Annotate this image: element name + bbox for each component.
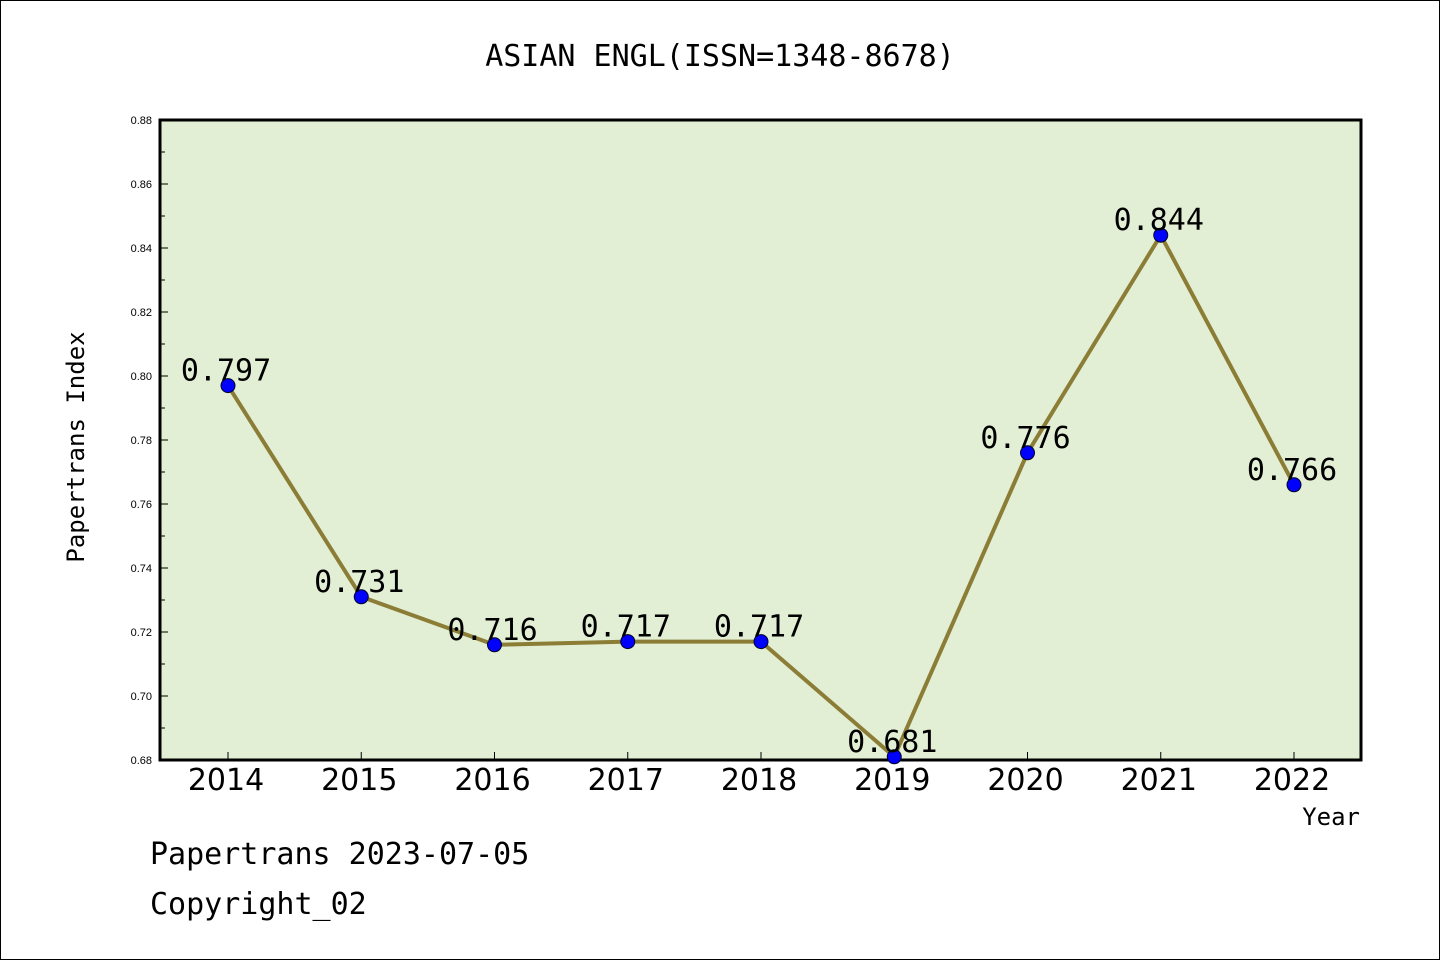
data-label: 0.717: [714, 610, 804, 645]
x-tick-label: 2015: [321, 763, 397, 798]
data-point: [886, 749, 902, 765]
y-axis: 0.68 0.70 0.72 0.74 0.76 0.78 0.80 0.82 0.84 0.86…: [131, 115, 168, 767]
data-label: 0.731: [314, 565, 404, 600]
x-tick-label: 2018: [721, 763, 797, 798]
data-point: [753, 634, 769, 650]
data-label: 0.681: [847, 725, 937, 760]
y-axis-label: Papertrans Index: [62, 331, 90, 562]
data-label: 0.776: [980, 421, 1070, 456]
y-tick-label: 0.80: [131, 371, 152, 383]
x-axis: 2014 2015 2016 2017 2018 2019 2020 2021 2022: [188, 752, 1330, 798]
y-tick-label: 0.78: [131, 435, 152, 447]
plot-area: [158, 118, 1363, 762]
data-label: 0.717: [581, 610, 671, 645]
data-point: [1153, 227, 1169, 243]
footer-copyright: Copyright_02: [150, 887, 367, 922]
y-tick-label: 0.82: [131, 307, 152, 319]
y-tick-label: 0.74: [131, 563, 152, 575]
x-tick-label: 2020: [987, 763, 1063, 798]
footer-date: Papertrans 2023-07-05: [150, 837, 529, 872]
y-tick-label: 0.68: [131, 755, 152, 767]
x-tick-label: 2014: [188, 763, 264, 798]
x-tick-label: 2016: [454, 763, 530, 798]
data-point: [487, 637, 502, 653]
y-tick-label: 0.86: [131, 179, 152, 191]
x-axis-label: Year: [1302, 803, 1360, 831]
y-tick-label: 0.72: [131, 627, 152, 639]
x-tick-label: 2017: [588, 763, 664, 798]
y-tick-label: 0.88: [131, 115, 152, 127]
data-labels: 0.797 0.731 0.716 0.717 0.717 0.681 0.776 0.844…: [181, 203, 1337, 760]
data-label: 0.716: [447, 613, 537, 648]
x-tick-label: 2022: [1254, 763, 1330, 798]
chart-title: ASIAN ENGL(ISSN=1348-8678): [485, 39, 955, 74]
data-point: [353, 589, 369, 605]
y-tick-label: 0.76: [131, 499, 152, 511]
data-point: [1020, 445, 1035, 461]
data-point: [220, 378, 236, 394]
data-point: [1286, 477, 1302, 493]
data-label: 0.797: [181, 354, 271, 389]
data-label: 0.766: [1247, 453, 1337, 488]
data-point: [620, 634, 636, 650]
data-label: 0.844: [1114, 203, 1204, 238]
x-tick-label: 2019: [854, 763, 930, 798]
y-tick-label: 0.84: [131, 243, 152, 255]
y-tick-label: 0.70: [131, 691, 152, 703]
data-points: [220, 227, 1302, 765]
x-tick-label: 2021: [1121, 763, 1197, 798]
